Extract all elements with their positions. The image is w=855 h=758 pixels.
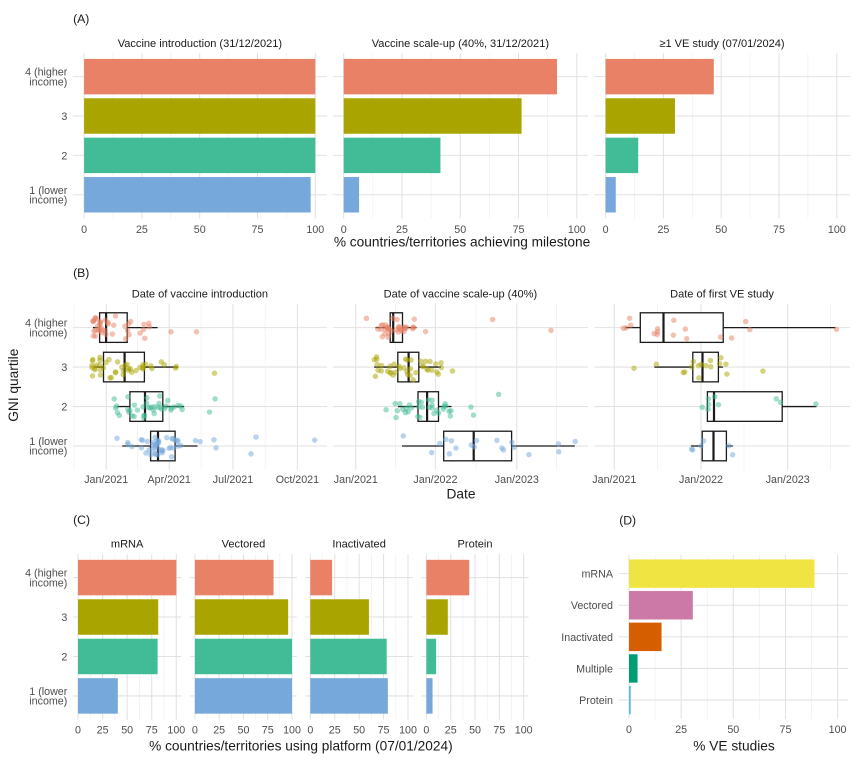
svg-text:Jan/2021: Jan/2021: [334, 474, 378, 486]
svg-text:income): income): [29, 446, 67, 458]
svg-text:Protein: Protein: [579, 695, 613, 707]
svg-text:Date: Date: [447, 487, 476, 502]
svg-text:% countries/territories using: % countries/territories using platform (…: [149, 738, 453, 753]
svg-text:75: 75: [780, 724, 792, 736]
svg-text:2: 2: [61, 401, 67, 413]
svg-text:3: 3: [61, 362, 67, 374]
svg-text:income): income): [29, 194, 67, 206]
svg-text:% countries/territories achiev: % countries/territories achieving milest…: [334, 235, 590, 250]
svg-text:(D): (D): [619, 513, 636, 527]
svg-text:100: 100: [568, 224, 586, 236]
svg-text:75: 75: [252, 224, 264, 236]
svg-text:3: 3: [61, 111, 67, 123]
svg-text:Jan/2021: Jan/2021: [592, 474, 636, 486]
svg-text:75: 75: [146, 724, 158, 736]
svg-text:0: 0: [81, 224, 87, 236]
svg-text:0: 0: [341, 224, 347, 236]
svg-text:% VE studies: % VE studies: [693, 738, 775, 753]
svg-text:50: 50: [715, 224, 727, 236]
svg-text:Date of first VE study: Date of first VE study: [670, 289, 774, 301]
svg-text:0: 0: [75, 724, 81, 736]
svg-text:50: 50: [469, 724, 481, 736]
svg-text:25: 25: [657, 224, 669, 236]
svg-text:income): income): [29, 577, 67, 589]
svg-text:(B): (B): [73, 266, 89, 280]
svg-text:mRNA: mRNA: [111, 539, 144, 551]
svg-text:Jan/2023: Jan/2023: [766, 474, 810, 486]
svg-text:25: 25: [329, 724, 341, 736]
svg-text:Vectored: Vectored: [571, 600, 613, 612]
svg-text:1 (lower: 1 (lower: [29, 686, 67, 698]
svg-text:25: 25: [675, 724, 687, 736]
svg-text:100: 100: [829, 724, 847, 736]
svg-text:3: 3: [61, 612, 67, 624]
svg-text:100: 100: [399, 724, 417, 736]
svg-text:0: 0: [307, 724, 313, 736]
svg-text:50: 50: [353, 724, 365, 736]
svg-text:Date of vaccine introduction: Date of vaccine introduction: [132, 289, 268, 301]
svg-text:25: 25: [136, 224, 148, 236]
svg-text:100: 100: [828, 224, 846, 236]
svg-text:Inactivated: Inactivated: [561, 632, 613, 644]
svg-text:Oct/2021: Oct/2021: [276, 474, 319, 486]
svg-text:Jan/2023: Jan/2023: [495, 474, 539, 486]
svg-text:Jan/2022: Jan/2022: [679, 474, 723, 486]
svg-text:25: 25: [213, 724, 225, 736]
svg-text:4 (higher: 4 (higher: [25, 67, 68, 79]
svg-text:75: 75: [773, 224, 785, 236]
svg-text:2: 2: [61, 651, 67, 663]
svg-text:≥1 VE study (07/01/2024): ≥1 VE study (07/01/2024): [659, 38, 784, 50]
svg-text:GNI quartile: GNI quartile: [6, 349, 21, 422]
svg-text:1 (lower: 1 (lower: [29, 185, 67, 197]
svg-text:25: 25: [97, 724, 109, 736]
svg-text:Vectored: Vectored: [222, 539, 266, 551]
svg-text:50: 50: [194, 224, 206, 236]
svg-text:75: 75: [262, 724, 274, 736]
svg-text:100: 100: [306, 224, 324, 236]
svg-text:75: 75: [378, 724, 390, 736]
svg-text:50: 50: [121, 724, 133, 736]
svg-text:0: 0: [192, 724, 198, 736]
svg-text:Apr/2021: Apr/2021: [148, 474, 191, 486]
svg-text:0: 0: [423, 724, 429, 736]
svg-text:0: 0: [626, 724, 632, 736]
svg-text:(C): (C): [73, 513, 90, 527]
svg-text:50: 50: [238, 724, 250, 736]
svg-text:25: 25: [445, 724, 457, 736]
svg-text:4 (higher: 4 (higher: [25, 568, 68, 580]
svg-text:2: 2: [61, 150, 67, 162]
svg-text:Vaccine scale-up (40%, 31/12/2: Vaccine scale-up (40%, 31/12/2021): [372, 38, 549, 50]
svg-text:(A): (A): [73, 12, 89, 26]
svg-text:Jan/2021: Jan/2021: [84, 474, 128, 486]
svg-text:100: 100: [283, 724, 301, 736]
svg-text:50: 50: [727, 724, 739, 736]
svg-text:4 (higher: 4 (higher: [25, 318, 68, 330]
svg-text:Inactivated: Inactivated: [332, 539, 385, 551]
svg-text:50: 50: [454, 224, 466, 236]
svg-text:0: 0: [603, 224, 609, 236]
svg-text:Multiple: Multiple: [576, 663, 613, 675]
svg-text:75: 75: [493, 724, 505, 736]
svg-text:Vaccine introduction (31/12/20: Vaccine introduction (31/12/2021): [118, 38, 282, 50]
svg-text:100: 100: [167, 724, 185, 736]
svg-text:mRNA: mRNA: [582, 569, 614, 581]
svg-text:1 (lower: 1 (lower: [29, 436, 67, 448]
svg-text:75: 75: [513, 224, 525, 236]
svg-text:Date of vaccine scale-up (40%): Date of vaccine scale-up (40%): [384, 289, 538, 301]
svg-text:income): income): [29, 76, 67, 88]
svg-text:income): income): [29, 327, 67, 339]
svg-text:Protein: Protein: [458, 539, 493, 551]
svg-text:25: 25: [396, 224, 408, 236]
svg-text:100: 100: [515, 724, 533, 736]
svg-text:Jul/2021: Jul/2021: [213, 474, 253, 486]
svg-text:income): income): [29, 696, 67, 708]
svg-text:Jan/2022: Jan/2022: [413, 474, 457, 486]
